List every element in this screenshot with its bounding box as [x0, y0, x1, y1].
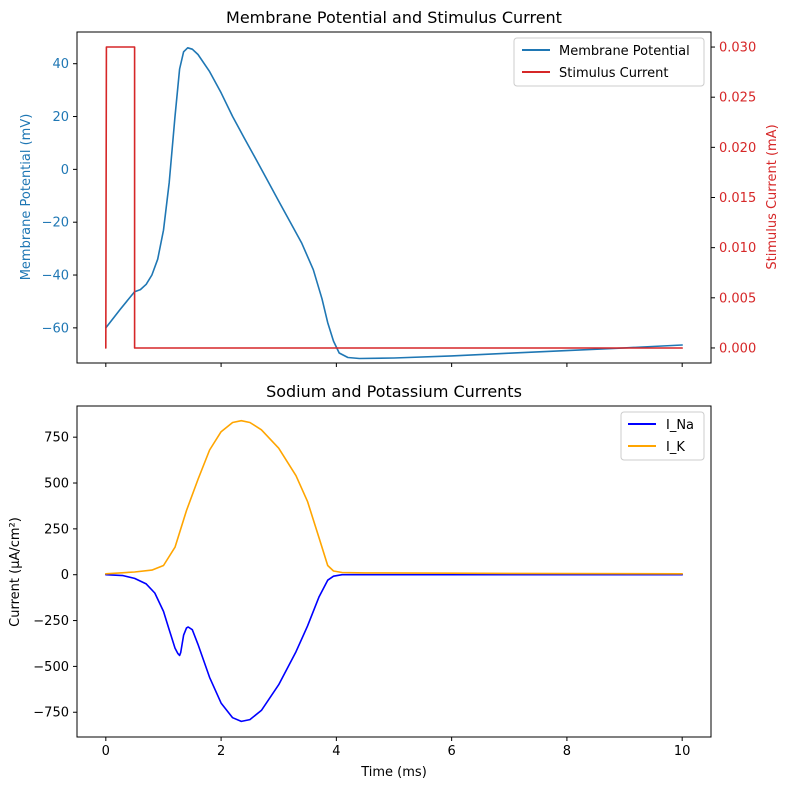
legend-label-i-na: I_Na — [666, 418, 694, 433]
y2-tick-label: 0.030 — [719, 41, 756, 56]
y2-tick-label: 0.025 — [719, 91, 756, 106]
y-tick-label: 250 — [44, 522, 69, 537]
y-tick-label: 0 — [61, 568, 69, 583]
x-tick-label: 0 — [102, 744, 110, 759]
series-line-i-k — [105, 419, 684, 575]
y-axis-label: Current (µA/cm²) — [8, 517, 23, 627]
x-tick-label: 10 — [674, 744, 691, 759]
x-axis-label: Time (ms) — [360, 765, 427, 780]
y-axis-label: Membrane Potential (mV) — [19, 114, 34, 281]
y2-axis-label: Stimulus Current (mA) — [765, 124, 780, 269]
series-line-stimulus-current — [105, 46, 684, 349]
y-tick-label: 20 — [52, 110, 69, 125]
x-tick-label: 8 — [563, 744, 571, 759]
legend: I_Na I_K — [620, 411, 705, 461]
y2-tick-label: 0.015 — [719, 191, 756, 206]
legend-label-stimulus-current: Stimulus Current — [559, 66, 668, 81]
legend: Membrane Potential Stimulus Current — [513, 37, 705, 87]
y-tick-label: −250 — [33, 614, 69, 629]
plot-area — [76, 405, 712, 738]
y-tick-label: −40 — [42, 269, 69, 284]
y-tick-label: −20 — [42, 216, 69, 231]
axis-ticks: 0 2 4 6 8 10 −750 −500 −250 0 250 500 750 — [33, 431, 690, 759]
axis-ticks: −60 −40 −20 0 20 40 0.000 0.005 0.010 0.015 0.020 0… — [42, 41, 756, 367]
y-tick-label: 0 — [61, 163, 69, 178]
y2-tick-label: 0.000 — [719, 341, 756, 356]
legend-box — [513, 37, 705, 87]
ionic-currents-panel: Sodium and Potassium Currents 0 2 4 6 8 10 −75… — [8, 382, 712, 780]
y2-tick-label: 0.010 — [719, 241, 756, 256]
y-tick-label: 500 — [44, 477, 69, 492]
series-lines — [105, 46, 684, 360]
y-tick-label: 40 — [52, 57, 69, 72]
series-lines — [105, 419, 684, 723]
chart-title: Sodium and Potassium Currents — [266, 382, 522, 401]
legend-label-membrane-potential: Membrane Potential — [559, 44, 690, 59]
y2-tick-label: 0.005 — [719, 291, 756, 306]
y2-tick-label: 0.020 — [719, 141, 756, 156]
x-tick-label: 2 — [217, 744, 225, 759]
x-tick-label: 4 — [332, 744, 340, 759]
chart-title: Membrane Potential and Stimulus Current — [226, 8, 562, 27]
legend-label-i-k: I_K — [666, 440, 685, 455]
y-tick-label: 750 — [44, 431, 69, 446]
y-tick-label: −60 — [42, 321, 69, 336]
y-tick-label: −500 — [33, 660, 69, 675]
series-line-i-na — [105, 573, 684, 723]
membrane-potential-panel: Membrane Potential and Stimulus Current … — [19, 8, 780, 367]
x-tick-label: 6 — [447, 744, 455, 759]
y-tick-label: −750 — [33, 706, 69, 721]
series-line-membrane-potential — [105, 46, 684, 360]
